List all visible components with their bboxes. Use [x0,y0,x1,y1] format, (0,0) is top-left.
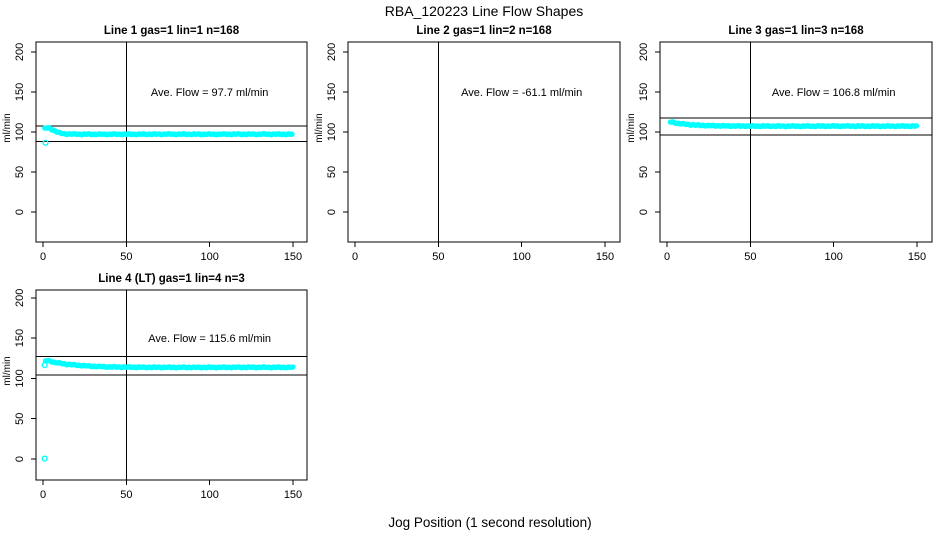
y-tick-label: 100 [638,123,650,141]
x-tick-label: 100 [512,251,530,263]
ave-flow-annotation: Ave. Flow = 97.7 ml/min [151,87,268,99]
y-tick-label: 50 [638,166,650,178]
data-point [290,364,296,370]
y-tick-label: 100 [14,369,26,387]
x-tick-label: 150 [284,489,302,501]
outlier-point [41,362,48,369]
y-tick-label: 50 [14,166,26,178]
x-tick-label: 50 [120,489,132,501]
y-tick-label: 50 [326,166,338,178]
x-tick-label: 50 [744,251,756,263]
panel-title: Line 4 (LT) gas=1 lin=4 n=3 [98,273,244,285]
y-tick-label: 100 [326,123,338,141]
figure-title: RBA_120223 Line Flow Shapes [385,3,583,19]
x-tick-label: 50 [120,251,132,263]
data-point [289,131,295,137]
x-tick-label: 100 [824,251,842,263]
x-tick-label: 100 [200,251,218,263]
y-tick-label: 150 [14,329,26,347]
plot-frame [35,289,308,481]
ave-flow-annotation: Ave. Flow = 115.6 ml/min [148,333,271,345]
y-tick-label: 150 [14,83,26,101]
x-tick-label: 0 [40,251,46,263]
y-tick-label: 200 [638,43,650,61]
plot-frame [659,41,933,243]
plot-frame [347,41,621,243]
data-point [913,123,920,129]
x-tick-label: 100 [200,489,218,501]
outlier-point [42,139,49,146]
y-axis-label: ml/min [2,113,13,142]
panel-title: Line 1 gas=1 lin=1 n=168 [104,25,240,37]
y-axis-label: ml/min [314,113,325,142]
panel-line-1: Line 1 gas=1 lin=1 n=168 0 50 100 150 0 50 100 1… [2,25,308,263]
x-tick-label: 150 [596,251,614,263]
x-tick-label: 0 [664,251,670,263]
y-tick-label: 50 [14,413,26,425]
x-tick-label: 150 [284,251,302,263]
x-tick-label: 0 [40,489,46,501]
y-axis-label: ml/min [626,113,637,142]
y-tick-label: 0 [14,209,26,215]
y-tick-label: 200 [14,289,26,307]
y-tick-label: 0 [638,209,650,215]
y-tick-label: 100 [14,123,26,141]
x-tick-label: 0 [352,251,358,263]
outlier-point [41,455,48,462]
y-tick-label: 0 [326,209,338,215]
panel-line-4: Line 4 (LT) gas=1 lin=4 n=3 0 50 100 150 0 50 1… [2,273,308,501]
x-tick-label: 150 [908,251,926,263]
panel-line-3: Line 3 gas=1 lin=3 n=168 0 50 100 150 0 50 100 1… [626,25,933,263]
panel-title: Line 3 gas=1 lin=3 n=168 [728,25,864,37]
x-tick-label: 50 [432,251,444,263]
y-tick-label: 150 [638,83,650,101]
y-tick-label: 200 [14,43,26,61]
ave-flow-annotation: Ave. Flow = -61.1 ml/min [461,87,582,99]
y-tick-label: 0 [14,456,26,462]
y-tick-label: 150 [326,83,338,101]
panel-title: Line 2 gas=1 lin=2 n=168 [416,25,552,37]
panel-line-2: Line 2 gas=1 lin=2 n=168 0 50 100 150 0 50 100 1… [314,25,621,263]
y-tick-label: 200 [326,43,338,61]
x-axis-label: Jog Position (1 second resolution) [388,515,591,530]
ave-flow-annotation: Ave. Flow = 106.8 ml/min [772,87,896,99]
y-axis-label: ml/min [2,356,13,385]
